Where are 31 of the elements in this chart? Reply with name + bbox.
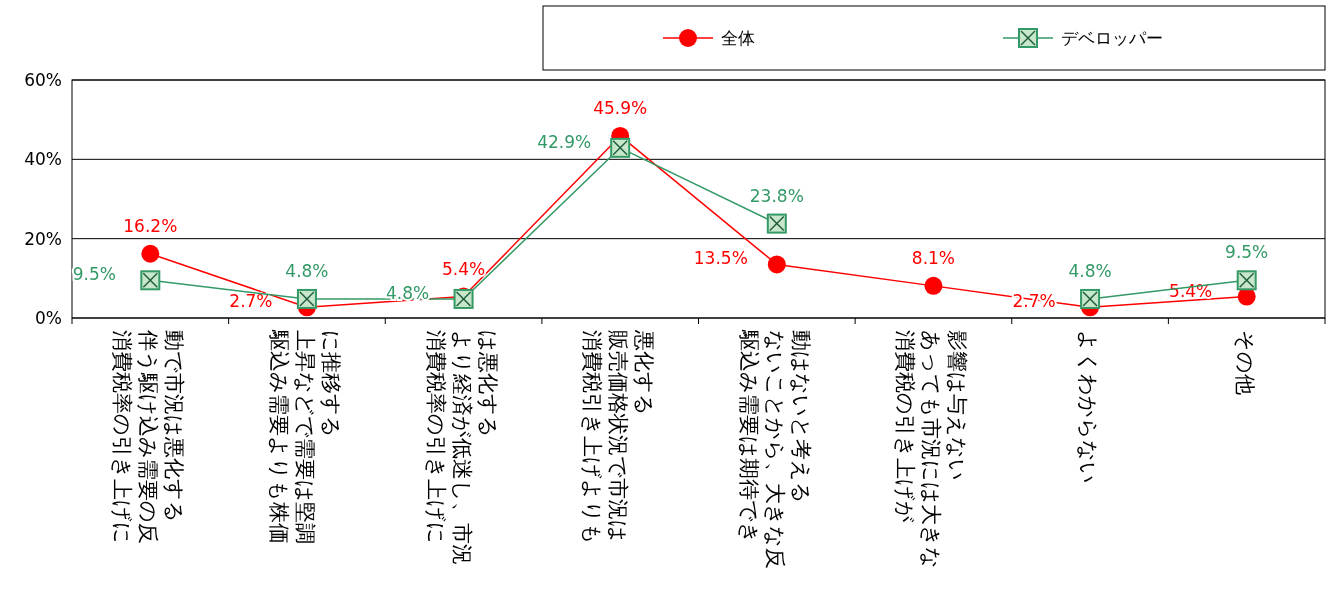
- data-label: 2.7%: [229, 291, 273, 312]
- data-label: 42.9%: [537, 131, 592, 152]
- data-label: 5.4%: [1169, 280, 1213, 301]
- legend-label: 全体: [721, 28, 755, 48]
- x-tick-label: 駆込み需要よりも株価上昇などで需要は堅調に推移する: [266, 329, 343, 544]
- data-label: 45.9%: [593, 97, 648, 118]
- y-tick-label: 40%: [24, 149, 62, 170]
- data-label: 8.1%: [911, 247, 956, 268]
- point: [924, 276, 943, 295]
- point: [141, 244, 160, 263]
- data-label: 5.4%: [441, 258, 486, 279]
- x-tick-label: 駆込み需要は期待できないことから、大きな反動はないと考える: [736, 329, 813, 569]
- legend-label: デベロッパー: [1061, 28, 1163, 48]
- data-label: 4.8%: [385, 282, 430, 303]
- data-label: 4.8%: [285, 260, 329, 281]
- x-tick-label: 消費税の引き上げがあっても市況には大きな影響は与えない: [893, 330, 970, 569]
- data-label: 9.5%: [72, 264, 116, 285]
- data-label: 9.5%: [1225, 242, 1269, 263]
- data-label: 4.8%: [1068, 260, 1112, 281]
- x-tick-label: 消費税率の引き上げに伴う駆け込み需要の反動で市況は悪化する: [110, 330, 187, 544]
- x-tick-label: よくわからない: [1076, 330, 1101, 484]
- data-label: 16.2%: [123, 215, 178, 236]
- y-tick-label: 0%: [35, 308, 62, 328]
- point: [767, 255, 786, 274]
- x-tick-label: 消費税率の引き上げにより経済が低迷し、市況は悪化する: [423, 330, 500, 565]
- y-tick-label: 60%: [24, 70, 62, 90]
- x-tick-label: その他: [1232, 330, 1257, 395]
- y-tick-label: 20%: [24, 228, 62, 249]
- data-label: 13.5%: [693, 248, 748, 269]
- data-label: 23.8%: [749, 185, 804, 206]
- x-tick-label: 消費税引き上げよりも販売価格状況で市況は悪化する: [580, 329, 657, 545]
